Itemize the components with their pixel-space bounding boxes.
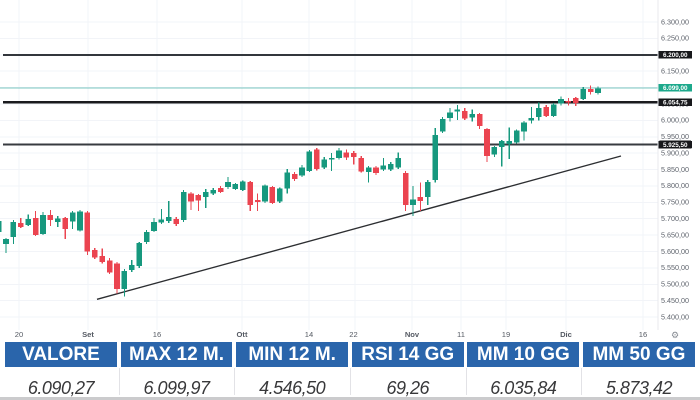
svg-text:6.000,00: 6.000,00 — [661, 116, 689, 125]
svg-text:19: 19 — [502, 330, 510, 339]
svg-text:5.850,00: 5.850,00 — [661, 165, 689, 174]
svg-text:16: 16 — [153, 330, 161, 339]
svg-text:11: 11 — [457, 330, 465, 339]
svg-text:Set: Set — [82, 330, 94, 339]
svg-text:5.925,50: 5.925,50 — [663, 142, 688, 149]
svg-text:6.200,00: 6.200,00 — [663, 52, 688, 59]
svg-text:5.500,00: 5.500,00 — [661, 280, 689, 289]
svg-text:6.300,00: 6.300,00 — [661, 17, 689, 26]
svg-text:5.450,00: 5.450,00 — [661, 296, 689, 305]
svg-text:5.550,00: 5.550,00 — [661, 263, 689, 272]
svg-text:6.054,75: 6.054,75 — [663, 100, 688, 107]
svg-text:5.650,00: 5.650,00 — [661, 230, 689, 239]
svg-text:5.900,00: 5.900,00 — [661, 148, 689, 157]
svg-text:20: 20 — [15, 330, 23, 339]
svg-text:14: 14 — [305, 330, 313, 339]
svg-text:5.600,00: 5.600,00 — [661, 247, 689, 256]
svg-text:⚙: ⚙ — [671, 330, 679, 340]
svg-text:6.099,00: 6.099,00 — [663, 85, 688, 92]
svg-text:5.800,00: 5.800,00 — [661, 181, 689, 190]
svg-text:5.950,00: 5.950,00 — [661, 132, 689, 141]
svg-text:22: 22 — [349, 330, 357, 339]
svg-text:Dic: Dic — [560, 330, 572, 339]
svg-text:Ott: Ott — [237, 330, 248, 339]
svg-text:5.400,00: 5.400,00 — [661, 312, 689, 321]
svg-text:Nov: Nov — [405, 330, 420, 339]
svg-text:5.700,00: 5.700,00 — [661, 214, 689, 223]
svg-text:6.150,00: 6.150,00 — [661, 67, 689, 76]
svg-text:16: 16 — [639, 330, 647, 339]
svg-text:6.250,00: 6.250,00 — [661, 34, 689, 43]
svg-text:5.750,00: 5.750,00 — [661, 198, 689, 207]
